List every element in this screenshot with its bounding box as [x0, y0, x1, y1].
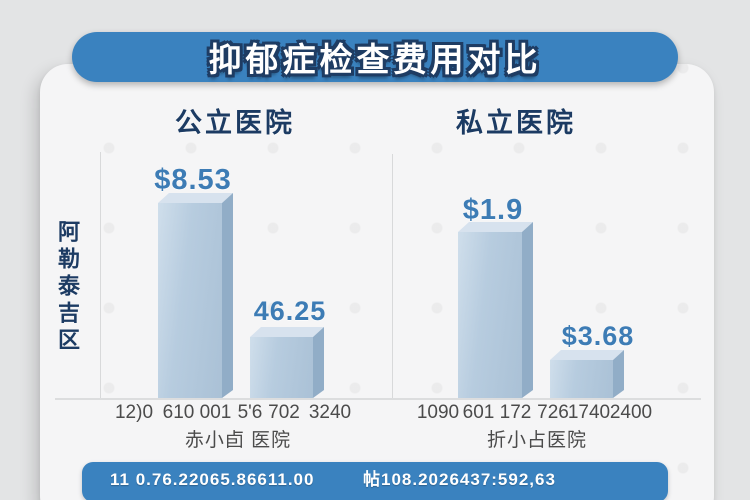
x-tick: 5'6 — [237, 402, 263, 423]
x-tick: 12)0 — [114, 402, 154, 423]
x-tick: 726 — [537, 402, 569, 423]
x-tick: 1090 — [416, 402, 460, 423]
left-axis-line — [100, 152, 101, 398]
bar-front-face — [550, 360, 613, 398]
x-tick: 610 001 — [162, 402, 232, 423]
bar-front-face — [158, 203, 222, 398]
content-card — [40, 64, 714, 500]
x-tick: 2400 — [609, 402, 653, 423]
region-label-vertical: 阿勒泰吉区 — [55, 220, 80, 355]
x-tick: 601 172 — [462, 402, 532, 423]
x-tick: 702 — [268, 402, 300, 423]
column-header-public-hospital: 公立医院 — [175, 108, 295, 138]
value-label-private-1: $1.9 — [462, 194, 524, 226]
bar-side-face — [222, 193, 233, 398]
footer-numbers-right: 帖108.2026437:592,63 — [363, 470, 556, 489]
bar-side-face — [613, 350, 624, 398]
bar-public-2 — [250, 337, 313, 398]
column-header-private-hospital: 私立医院 — [456, 108, 576, 138]
value-label-public-1: $8.53 — [154, 164, 232, 196]
chart-divider-line — [392, 154, 393, 398]
bar-private-1 — [458, 232, 522, 398]
x-tick: 3240 — [308, 402, 352, 423]
value-label-private-2: $3.68 — [561, 321, 635, 351]
x-axis-baseline — [55, 398, 701, 400]
bar-private-2 — [550, 360, 613, 398]
value-label-public-2: 46.25 — [253, 296, 327, 326]
title-banner: 抑郁症检查费用对比 — [72, 32, 678, 82]
bar-top-face — [550, 350, 624, 360]
bar-side-face — [313, 327, 324, 398]
x-tick: 1740 — [567, 402, 611, 423]
footer-numbers-left: 11 0.76.22065.86611.00 — [110, 470, 315, 489]
bar-side-face — [522, 222, 533, 398]
x-axis-label-private: 折小占医院 — [486, 430, 588, 451]
bar-top-face — [250, 327, 324, 337]
bar-front-face — [250, 337, 313, 398]
x-axis-label-public: 赤小卣 医院 — [184, 430, 292, 451]
bar-top-face — [158, 193, 233, 203]
bar-public-1 — [158, 203, 222, 398]
page-title: 抑郁症检查费用对比 — [208, 41, 542, 78]
footer-banner: 11 0.76.22065.86611.00 帖108.2026437:592,… — [82, 462, 668, 500]
bar-top-face — [458, 222, 533, 232]
bar-front-face — [458, 232, 522, 398]
